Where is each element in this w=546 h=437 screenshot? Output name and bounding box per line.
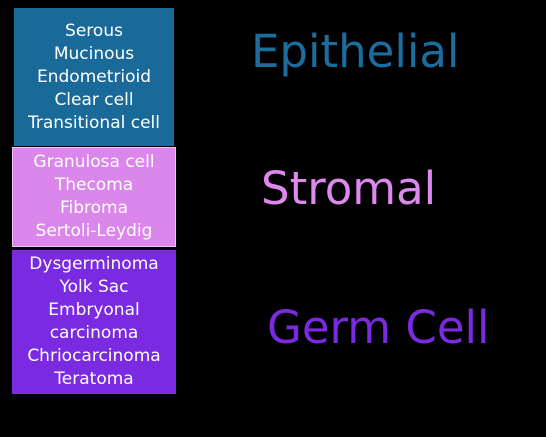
stromal-item: Fibroma <box>59 198 129 218</box>
epithelial-item: Serous <box>65 20 123 41</box>
stromal-item: Sertoli-Leydig <box>35 221 153 241</box>
germ-cell-item: Yolk Sac <box>59 277 129 297</box>
germ-cell-types-box: Dysgerminoma Yolk Sac Embryonal carcinom… <box>12 250 176 394</box>
stromal-item: Thecoma <box>54 175 134 195</box>
epithelial-item: Endometrioid <box>36 66 152 87</box>
germ-cell-item: Embryonal <box>48 300 140 320</box>
epithelial-item: Clear cell <box>54 89 134 110</box>
epithelial-item: Mucinous <box>53 43 135 64</box>
germ-cell-heading: Germ Cell <box>267 301 490 354</box>
epithelial-item: Transitional cell <box>27 112 160 133</box>
germ-cell-item: Dysgerminoma <box>29 254 159 274</box>
stromal-types-box: Granulosa cell Thecoma Fibroma Sertoli-L… <box>12 147 176 247</box>
germ-cell-item: carcinoma <box>49 323 139 343</box>
germ-cell-item: Teratoma <box>54 369 134 389</box>
stromal-item: Granulosa cell <box>33 152 155 172</box>
epithelial-types-box: Serous Mucinous Endometrioid Clear cell … <box>14 8 174 146</box>
germ-cell-item: Chriocarcinoma <box>27 346 161 366</box>
epithelial-heading: Epithelial <box>251 25 460 78</box>
stromal-heading: Stromal <box>261 162 437 215</box>
